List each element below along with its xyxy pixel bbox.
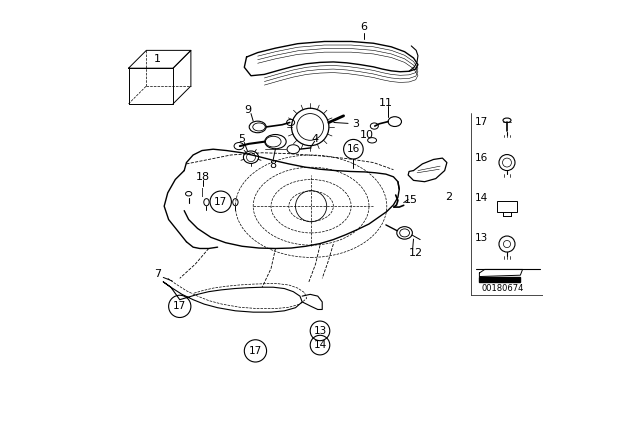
Text: 3: 3 [352, 119, 359, 129]
Text: 14: 14 [474, 193, 488, 203]
Text: 2: 2 [445, 192, 452, 202]
Text: 14: 14 [314, 340, 326, 350]
Text: |: | [202, 188, 204, 197]
Text: 13: 13 [314, 326, 326, 336]
Text: 17: 17 [474, 116, 488, 127]
Text: 00180674: 00180674 [481, 284, 524, 293]
Text: 16: 16 [347, 144, 360, 154]
Text: 10: 10 [360, 130, 374, 140]
Text: 16: 16 [474, 153, 488, 163]
Text: 15: 15 [403, 194, 417, 205]
Bar [479, 276, 520, 282]
Text: 8: 8 [269, 160, 277, 170]
Text: 9: 9 [244, 105, 252, 115]
Text: 5: 5 [239, 134, 246, 144]
Text: 18: 18 [196, 172, 210, 182]
Text: 17: 17 [249, 346, 262, 356]
Text: 12: 12 [409, 248, 423, 258]
Text: 6: 6 [360, 22, 367, 32]
Text: 17: 17 [214, 197, 227, 207]
Text: 4: 4 [311, 134, 318, 143]
Text: 13: 13 [474, 233, 488, 243]
Text: 17: 17 [173, 302, 186, 311]
Text: 7: 7 [154, 269, 161, 279]
Text: 11: 11 [379, 98, 393, 108]
Text: 1: 1 [154, 54, 161, 64]
